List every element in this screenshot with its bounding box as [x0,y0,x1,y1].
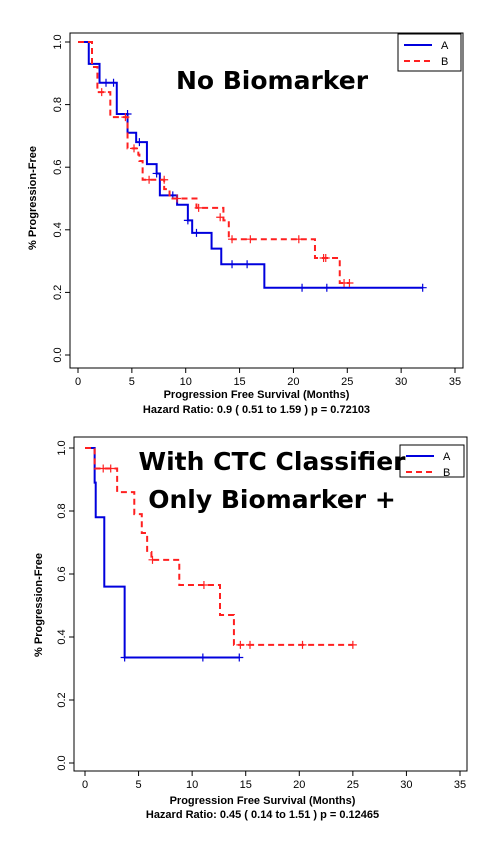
series-a-curve [85,447,240,659]
censor-mark-b [121,113,130,122]
censor-mark-b [160,175,169,184]
censor-mark-b [246,235,255,244]
censor-mark-a [152,169,161,178]
legend-label: B [441,56,448,68]
x-tick-label: 35 [454,779,466,791]
plot-frame [69,32,464,369]
y-axis-label: % Progression-Free [27,146,39,250]
x-tick-label: 25 [347,779,359,791]
x-axis-label: Progression Free Survival (Months) [170,795,356,807]
censor-mark-b [194,203,203,212]
legend-box [397,33,462,72]
x-tick-label: 35 [449,376,461,388]
censor-mark-a [243,260,252,269]
legend-label: A [443,451,451,463]
x-axis-label: Progression Free Survival (Months) [164,389,350,401]
censor-mark-a [298,283,307,292]
legend: AB [397,33,462,72]
hazard-ratio-text: Hazard Ratio: 0.45 ( 0.14 to 1.51 ) p = … [146,809,379,821]
y-tick-label: 0.0 [52,347,64,362]
x-tick-label: 0 [75,376,81,388]
y-tick-label: 0.2 [52,285,64,300]
y-tick-label: 0.8 [56,503,68,518]
legend-label: A [441,40,449,52]
censor-mark-a [183,216,192,225]
y-tick-label: 0.8 [52,97,64,112]
x-tick-label: 25 [341,376,353,388]
y-axis-label: % Progression-Free [33,553,45,657]
x-tick-label: 5 [129,376,135,388]
series-b-curve [78,41,350,285]
censor-mark-b [173,194,182,203]
censor-mark-a [418,283,427,292]
censor-mark-a [198,653,207,662]
x-tick-label: 0 [82,779,88,791]
x-tick-label: 10 [180,376,192,388]
y-tick-label: 0.2 [56,692,68,707]
censor-mark-b [246,640,254,649]
censor-mark-b [199,581,208,590]
legend: AB [399,444,465,479]
censor-mark-a [109,78,118,87]
y-tick-label: 0.4 [56,629,68,644]
x-tick-label: 20 [287,376,299,388]
censor-mark-b [345,279,354,288]
legend-label: B [443,467,450,479]
censor-mark-a [192,228,201,237]
censor-mark-b [228,235,237,244]
chart-panel-2: 0 5 10 15 20 25 30 35 0.0 0.2 0.4 0.6 0.8 1.0 % Progre… [33,436,468,821]
x-tick-label: 15 [233,376,245,388]
y-tick-label: 1.0 [56,440,68,455]
censor-mark-b [106,464,115,473]
x-tick-label: 5 [136,779,142,791]
x-tick-label: 15 [240,779,252,791]
censor-mark-a [135,138,144,147]
chart-panel-1: 0 5 10 15 20 25 30 35 0.0 0.2 0.4 0.6 0.8 1.0 % Progre… [27,32,464,416]
x-tick-label: 30 [400,779,412,791]
censor-mark-a [322,283,331,292]
censor-mark-a [228,260,237,269]
chart-title: No Biomarker [176,66,369,95]
censor-mark-b [97,88,106,97]
censor-mark-b [236,640,245,649]
y-tick-label: 0.0 [56,755,68,770]
censor-mark-b [145,175,154,184]
censor-mark-a [102,78,111,87]
censor-mark-b [298,640,307,649]
censor-mark-a [235,653,244,662]
censor-mark-b [99,464,108,473]
censor-mark-b [348,640,357,649]
chart-title-line: Only Biomarker + [148,485,396,514]
y-tick-label: 0.4 [52,222,64,237]
censor-mark-b [321,253,330,262]
x-tick-label: 20 [293,779,305,791]
hazard-ratio-text: Hazard Ratio: 0.9 ( 0.51 to 1.59 ) p = 0… [143,404,370,416]
x-tick-label: 30 [395,376,407,388]
y-tick-label: 0.6 [56,566,68,581]
censor-mark-b [294,235,303,244]
plot-frame [73,436,468,772]
x-tick-label: 10 [186,779,198,791]
censor-mark-b [216,213,225,222]
chart-title-line: With CTC Classifier [139,447,407,476]
censor-mark-b [148,555,157,564]
y-tick-label: 1.0 [52,34,64,49]
y-tick-label: 0.6 [52,160,64,175]
censor-mark-a [120,653,129,662]
censor-mark-b [130,144,139,153]
